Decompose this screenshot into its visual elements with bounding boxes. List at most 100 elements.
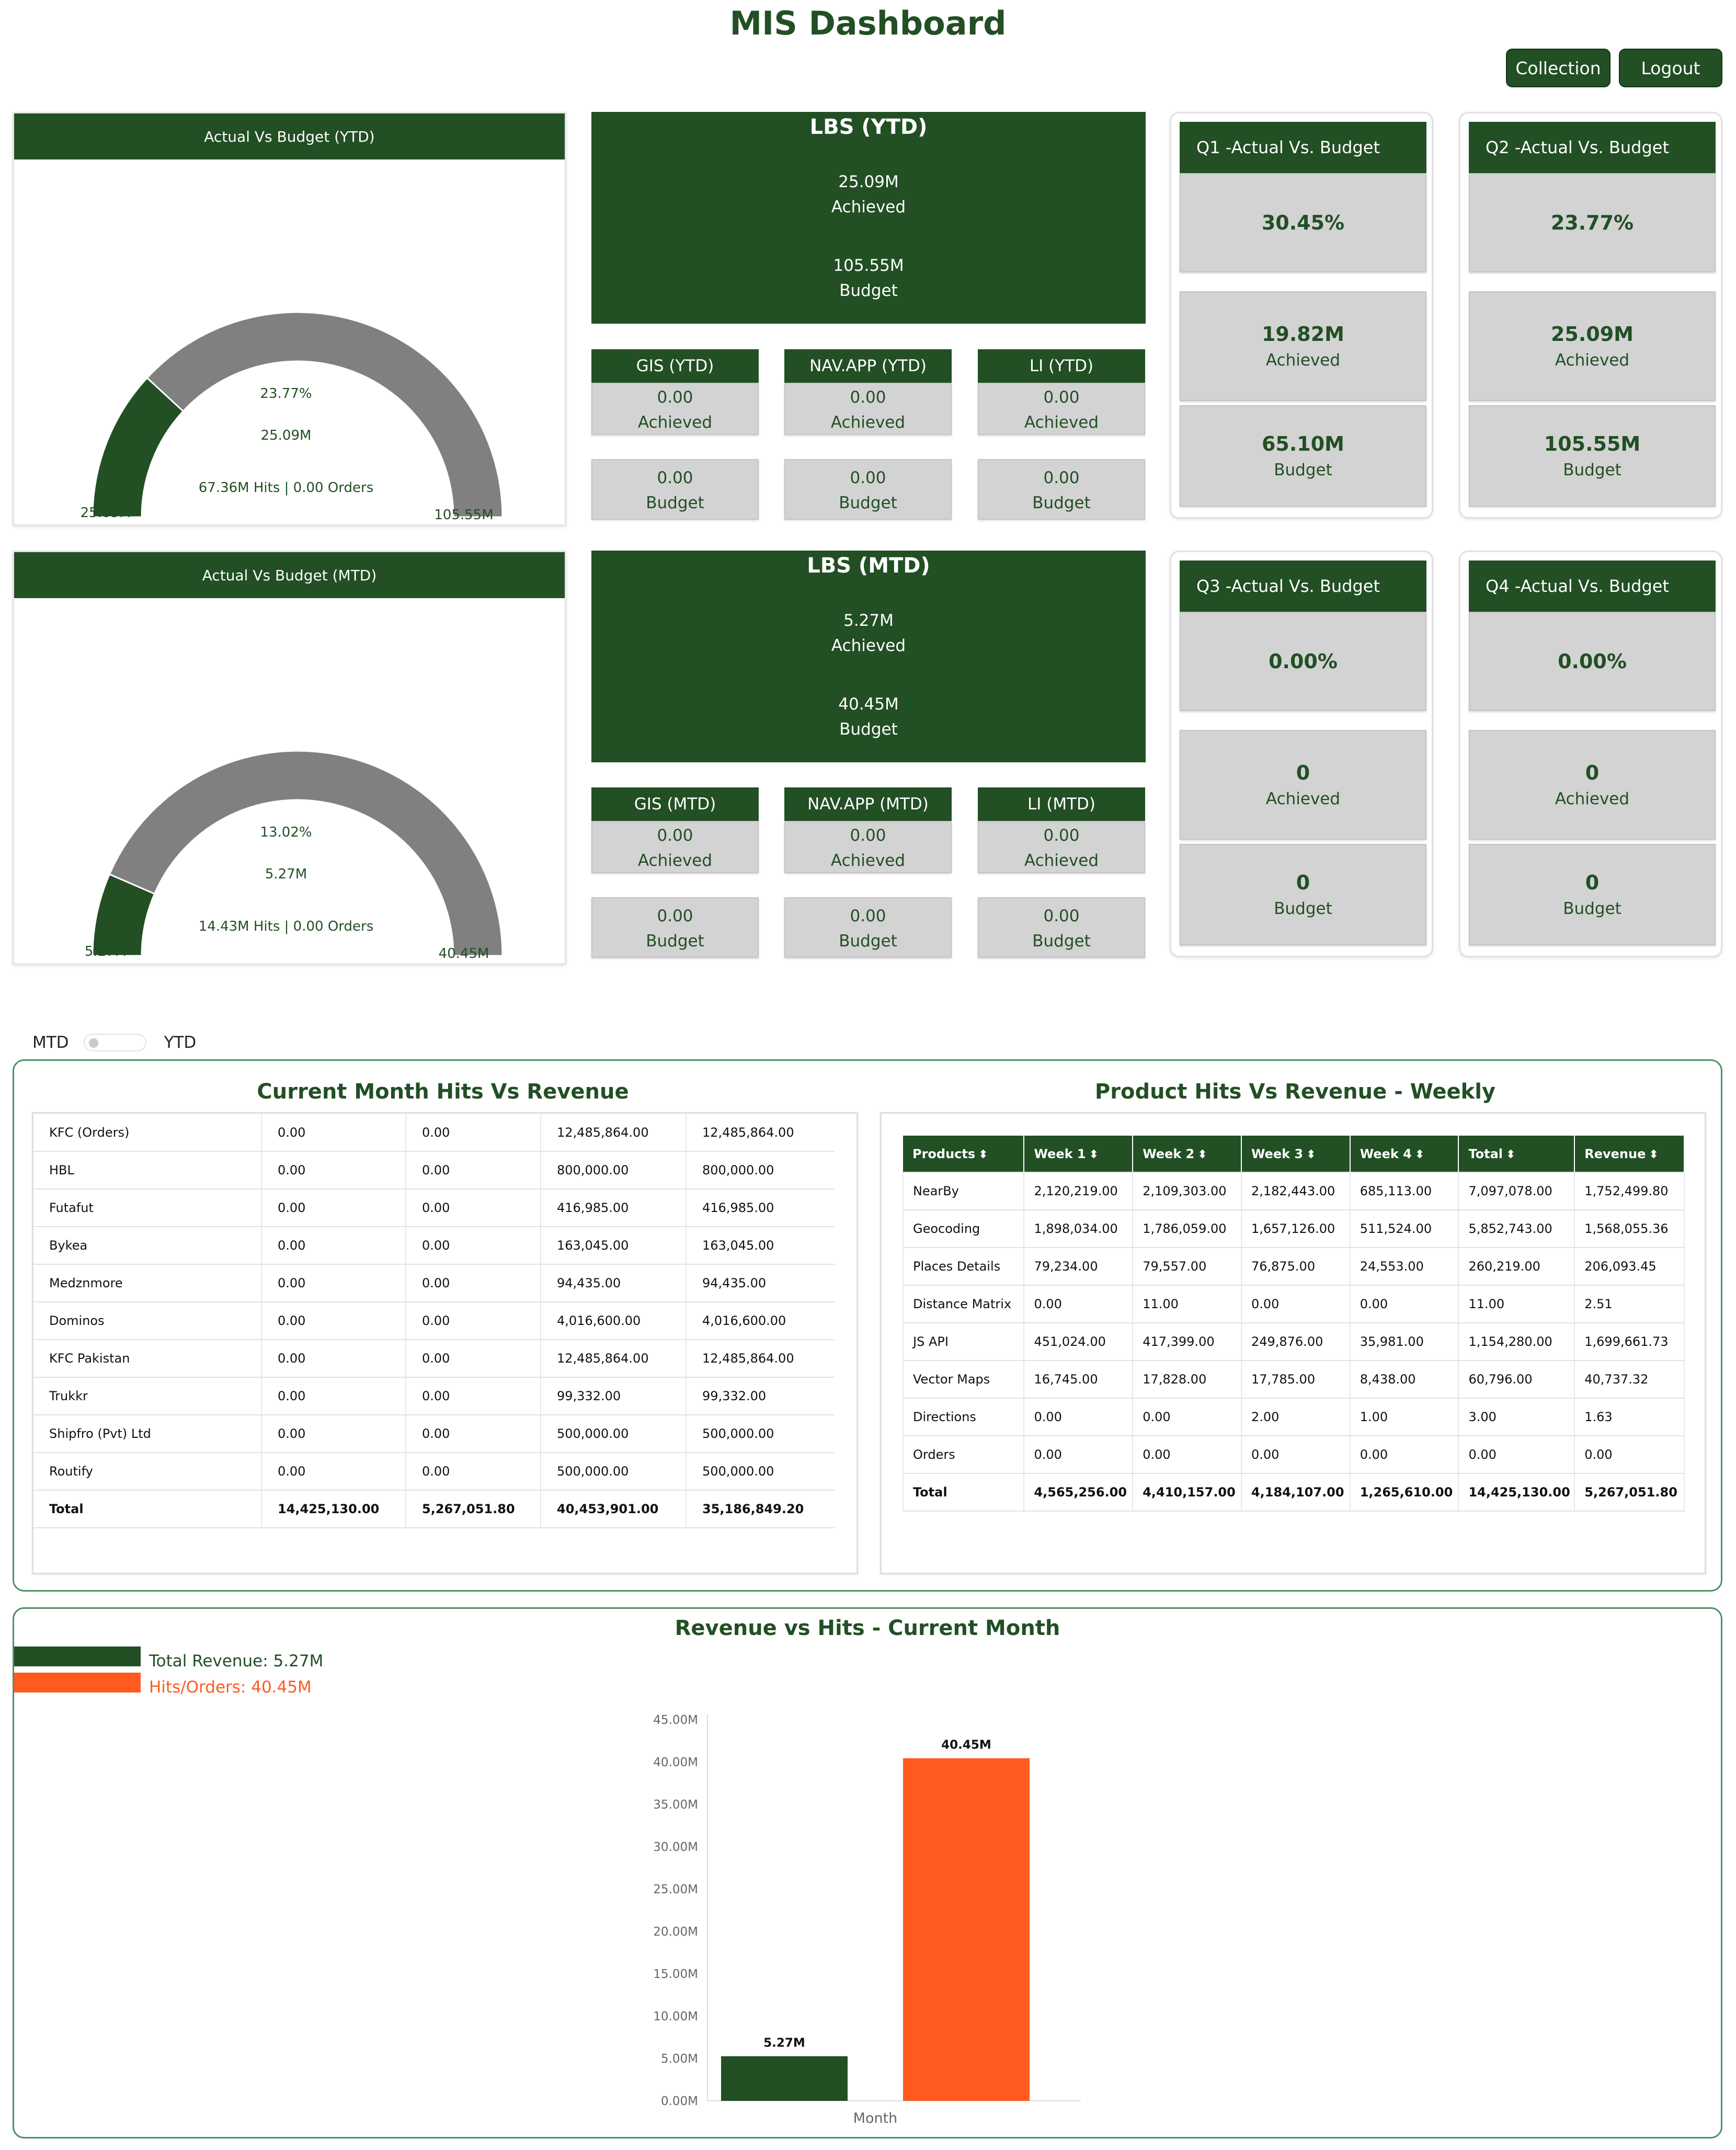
toggle-label-ytd: YTD xyxy=(164,1033,197,1052)
collection-button[interactable]: Collection xyxy=(1506,49,1611,87)
gis-mtd-budget: 0.00 Budget xyxy=(591,897,759,958)
table-row: HBL 0.00 0.00 800,000.00 800,000.00 xyxy=(33,1151,835,1190)
gauge-max-label: 105.55M xyxy=(434,507,493,523)
navapp-ytd-title: NAV.APP (YTD) xyxy=(784,349,952,383)
table-cell: 1,154,280.00 xyxy=(1458,1323,1575,1361)
column-header-sortable[interactable]: Revenue ⬍ xyxy=(1574,1136,1685,1173)
gauge-fill xyxy=(92,873,156,957)
table-cell: 1.00 xyxy=(1350,1398,1459,1436)
table-cell: 12,485,864.00 xyxy=(541,1114,687,1152)
table-cell: 14,425,130.00 xyxy=(261,1490,406,1528)
navapp-mtd-title: NAV.APP (MTD) xyxy=(784,787,952,821)
table-cell: 0.00 xyxy=(406,1189,541,1227)
table-cell: 0.00 xyxy=(406,1302,541,1340)
table-cell: 0.00 xyxy=(261,1151,406,1190)
bar-series-1[interactable] xyxy=(903,1758,1030,2101)
q-percent: 0.00% xyxy=(1269,650,1338,673)
header-label: Week 4 xyxy=(1360,1146,1412,1161)
tile-label: Budget xyxy=(1032,932,1091,951)
table-cell: Directions xyxy=(902,1398,1025,1436)
q-budget-tile: 105.55M Budget xyxy=(1469,405,1716,507)
sort-icon[interactable]: ⬍ xyxy=(1306,1148,1316,1161)
gauge-title: Actual Vs Budget (YTD) xyxy=(14,113,565,159)
table-cell: 1,265,610.00 xyxy=(1350,1473,1459,1512)
q-achieved-tile: 25.09M Achieved xyxy=(1469,291,1716,401)
table-cell: 4,565,256.00 xyxy=(1024,1473,1134,1512)
table-cell: NearBy xyxy=(902,1172,1025,1210)
table-row: Bykea 0.00 0.00 163,045.00 163,045.00 xyxy=(33,1227,835,1265)
x-tick-label: Month xyxy=(853,2110,898,2126)
q-achieved-tile: 19.82M Achieved xyxy=(1180,291,1426,401)
column-header-sortable[interactable]: Products ⬍ xyxy=(903,1136,1025,1173)
sort-icon[interactable]: ⬍ xyxy=(1414,1148,1425,1161)
toggle-label-mtd: MTD xyxy=(32,1033,69,1052)
period-toggle-switch[interactable] xyxy=(83,1034,146,1051)
table-total-row: Total 14,425,130.00 5,267,051.80 40,453,901… xyxy=(33,1490,835,1528)
gauge-min-label: 25.09M xyxy=(81,505,131,521)
gauge-card-mtd: Actual Vs Budget (MTD) 13.02% 5.27M 14.4… xyxy=(13,551,566,965)
table-row: Futafut 0.00 0.00 416,985.00 416,985.00 xyxy=(33,1189,835,1227)
sort-icon[interactable]: ⬍ xyxy=(978,1148,988,1161)
y-tick-label: 35.00M xyxy=(653,1798,698,1812)
table-cell: 14,425,130.00 xyxy=(1458,1473,1575,1512)
q-achieved-tile: 0 Achieved xyxy=(1469,730,1716,840)
bar-series-0[interactable] xyxy=(721,2056,848,2101)
page-title: MIS Dashboard xyxy=(729,4,1007,42)
q-budget-label: Budget xyxy=(1563,899,1621,918)
q-achieved-tile: 0 Achieved xyxy=(1180,730,1426,840)
table-cell: 12,485,864.00 xyxy=(541,1340,687,1378)
table-row: Places Details 79,234.00 79,557.00 76,875.0… xyxy=(902,1248,1685,1286)
sort-icon[interactable]: ⬍ xyxy=(1089,1148,1099,1161)
chart-title: Revenue vs Hits - Current Month xyxy=(675,1616,1060,1640)
table-cell: HBL xyxy=(33,1151,262,1190)
sort-icon[interactable]: ⬍ xyxy=(1197,1148,1207,1161)
q-percent: 30.45% xyxy=(1261,211,1345,234)
table-cell: 0.00 xyxy=(261,1415,406,1453)
tile-value: 0.00 xyxy=(850,388,886,407)
q-percent-tile: 0.00% xyxy=(1469,612,1716,711)
q-budget-value: 65.10M xyxy=(1261,432,1344,455)
table-cell: 0.00 xyxy=(261,1340,406,1378)
legend-swatch-hits xyxy=(14,1673,141,1692)
lbs-achieved-label: Achieved xyxy=(831,198,906,216)
table-cell: 1,568,055.36 xyxy=(1574,1210,1685,1248)
sort-icon[interactable]: ⬍ xyxy=(1649,1148,1659,1161)
toggle-knob xyxy=(88,1038,98,1048)
table-cell: 0.00 xyxy=(406,1151,541,1190)
table-cell: 800,000.00 xyxy=(686,1151,835,1190)
table-cell: 1,752,499.80 xyxy=(1574,1172,1685,1210)
tile-value: 0.00 xyxy=(850,907,886,925)
q-budget-label: Budget xyxy=(1563,461,1621,479)
column-header-sortable[interactable]: Week 4 ⬍ xyxy=(1350,1136,1459,1173)
table-cell: 0.00 xyxy=(406,1453,541,1491)
table-cell: 7,097,078.00 xyxy=(1458,1172,1575,1210)
lbs-budget-label: Budget xyxy=(839,720,898,739)
gis-mtd-title: GIS (MTD) xyxy=(591,787,759,821)
table-cell: 5,267,051.80 xyxy=(1574,1473,1685,1512)
li-ytd-achieved: 0.00 Achieved xyxy=(978,383,1145,435)
column-header-sortable[interactable]: Week 3 ⬍ xyxy=(1241,1136,1351,1173)
gauge-mtd: 13.02% 5.27M 14.43M Hits | 0.00 Orders 5… xyxy=(85,750,504,962)
q-budget-tile: 0 Budget xyxy=(1469,844,1716,945)
table-cell: KFC (Orders) xyxy=(33,1114,262,1152)
table-cell: 0.00 xyxy=(1350,1285,1459,1323)
table-cell: 4,184,107.00 xyxy=(1241,1473,1351,1512)
table-cell: 0.00 xyxy=(406,1264,541,1302)
q-budget-label: Budget xyxy=(1274,899,1332,918)
column-header-sortable[interactable]: Total ⬍ xyxy=(1458,1136,1575,1173)
tile-value: 0.00 xyxy=(850,468,886,487)
table-cell: 0.00 xyxy=(1024,1436,1134,1474)
q2-card: Q2 -Actual Vs. Budget 23.77% 25.09M Achi… xyxy=(1459,112,1722,519)
column-header-sortable[interactable]: Week 1 ⬍ xyxy=(1024,1136,1134,1173)
gauge-percent: 23.77% xyxy=(260,386,312,402)
table-cell: 3.00 xyxy=(1458,1398,1575,1436)
tile-label: Achieved xyxy=(637,413,713,432)
client-table: KFC (Orders) 0.00 0.00 12,485,864.00 12,485,… xyxy=(33,1114,835,1528)
column-header-sortable[interactable]: Week 2 ⬍ xyxy=(1133,1136,1242,1173)
table-cell: 12,485,864.00 xyxy=(686,1114,835,1152)
table-row: JS API 451,024.00 417,399.00 249,876.00 35,9… xyxy=(902,1323,1685,1361)
table-cell: 40,737.32 xyxy=(1574,1360,1685,1399)
client-table-title: Current Month Hits Vs Revenue xyxy=(257,1080,629,1104)
logout-button[interactable]: Logout xyxy=(1619,49,1722,87)
sort-icon[interactable]: ⬍ xyxy=(1506,1148,1516,1161)
